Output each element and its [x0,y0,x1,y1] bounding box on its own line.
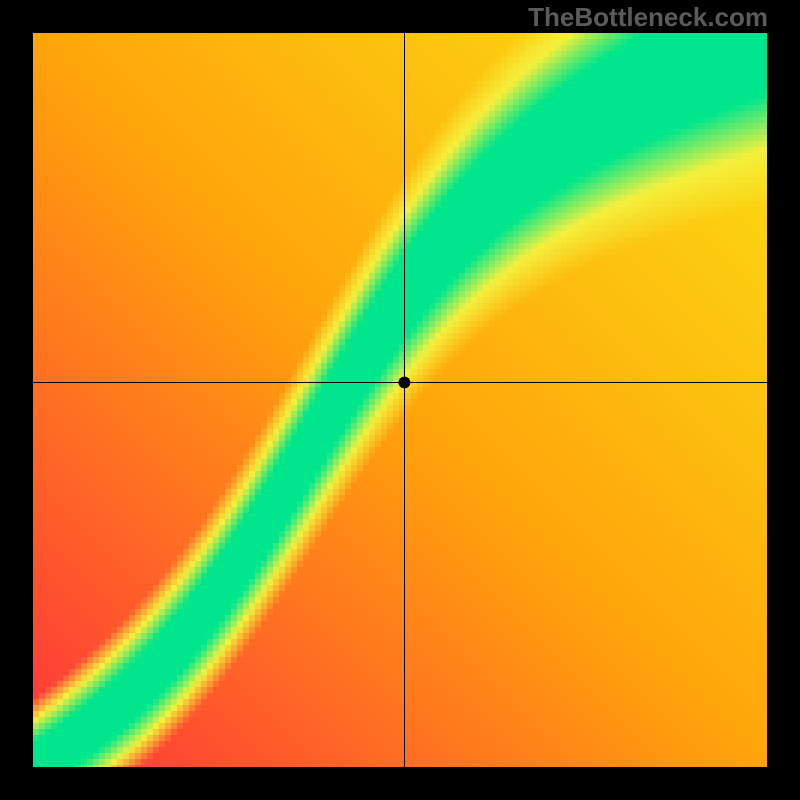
chart-container: TheBottleneck.com [0,0,800,800]
watermark-text: TheBottleneck.com [528,2,768,33]
bottleneck-heatmap [0,0,800,800]
